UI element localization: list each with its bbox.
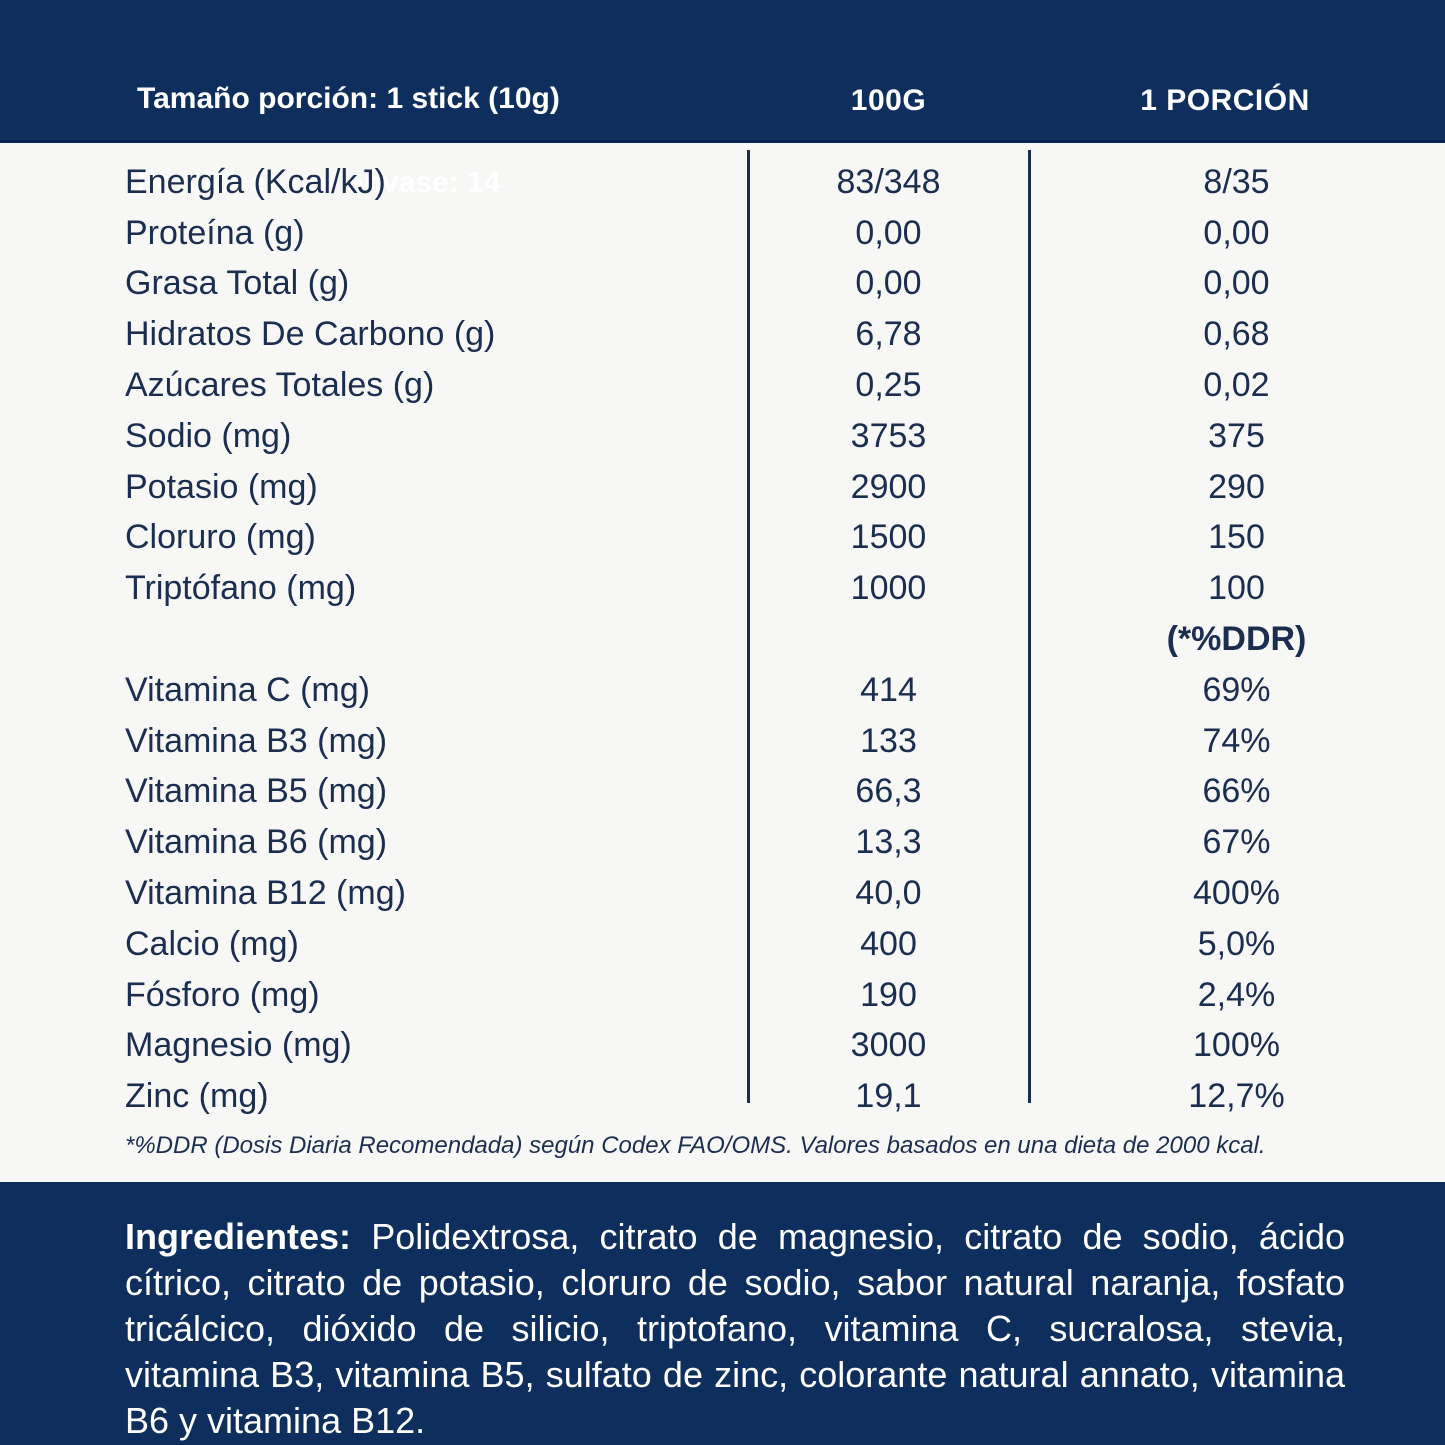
- value-100g: 6,78: [855, 315, 922, 354]
- value-portion: 67%: [1202, 823, 1271, 862]
- column-divider-left: [747, 150, 750, 1103]
- table-row: Zinc (mg) 19,1 12,7%: [0, 1071, 1445, 1122]
- value-100g: 19,1: [855, 1077, 922, 1116]
- value-portion: 0,68: [1203, 315, 1270, 354]
- table-row: Grasa Total (g) 0,00 0,00: [0, 259, 1445, 310]
- value-100g: 414: [860, 670, 917, 709]
- value-100g: 66,3: [855, 772, 922, 811]
- row-label: Proteína (g): [125, 213, 305, 252]
- value-portion: 12,7%: [1188, 1077, 1285, 1116]
- column-header-100g: 100G: [850, 84, 927, 117]
- value-portion: 66%: [1202, 772, 1271, 811]
- table-row: Vitamina B5 (mg) 66,3 66%: [0, 767, 1445, 818]
- row-label: Azúcares Totales (g): [125, 366, 435, 405]
- value-portion: 100%: [1193, 1026, 1280, 1065]
- row-label: Calcio (mg): [125, 924, 299, 963]
- serving-info: Tamaño porción: 1 stick (10g) Porciones …: [137, 36, 560, 246]
- table-row: Vitamina B6 (mg) 13,3 67%: [0, 817, 1445, 868]
- row-label: Potasio (mg): [125, 467, 318, 506]
- row-label: Vitamina B6 (mg): [125, 823, 388, 862]
- table-row: Fósforo (mg) 190 2,4%: [0, 970, 1445, 1021]
- table-row: Triptófano (mg) 1000 100: [0, 563, 1445, 614]
- value-100g: 3753: [850, 416, 927, 455]
- value-portion: 0,00: [1203, 213, 1270, 252]
- value-portion: 2,4%: [1197, 975, 1276, 1014]
- nutrition-table: Energía (Kcal/kJ) 83/348 8/35 Proteína (…: [0, 143, 1445, 1122]
- table-row: Azúcares Totales (g) 0,25 0,02: [0, 360, 1445, 411]
- value-portion: 375: [1208, 416, 1265, 455]
- table-row: (*%DDR): [0, 614, 1445, 665]
- table-row: Cloruro (mg) 1500 150: [0, 513, 1445, 564]
- value-portion: 8/35: [1203, 162, 1270, 201]
- value-100g: 400: [860, 924, 917, 963]
- row-label: Triptófano (mg): [125, 569, 357, 608]
- table-row: Energía (Kcal/kJ) 83/348 8/35: [0, 157, 1445, 208]
- value-100g: 133: [860, 721, 917, 760]
- ingredients-text: Polidextrosa, citrato de magnesio, citra…: [125, 1216, 1345, 1441]
- ddr-footnote: *%DDR (Dosis Diaria Recomendada) según C…: [125, 1132, 1266, 1159]
- servings-per-container-text: Porciones por envase: 14: [137, 166, 501, 199]
- table-row: Potasio (mg) 2900 290: [0, 462, 1445, 513]
- column-header-porcion: 1 PORCIÓN: [1140, 84, 1310, 117]
- value-100g: 3000: [850, 1026, 927, 1065]
- value-100g: 83/348: [836, 162, 941, 201]
- serving-size-text: Tamaño porción: 1 stick (10g): [137, 82, 560, 115]
- value-100g: 0,00: [855, 264, 922, 303]
- value-portion: 100: [1208, 569, 1265, 608]
- row-label: Sodio (mg): [125, 416, 292, 455]
- value-100g: 40,0: [855, 874, 922, 913]
- value-portion: 5,0%: [1197, 924, 1276, 963]
- value-100g: 13,3: [855, 823, 922, 862]
- table-row: Hidratos De Carbono (g) 6,78 0,68: [0, 309, 1445, 360]
- table-row: Vitamina B12 (mg) 40,0 400%: [0, 868, 1445, 919]
- row-label: Energía (Kcal/kJ): [125, 162, 386, 201]
- value-portion: (*%DDR): [1166, 620, 1307, 659]
- table-row: Vitamina C (mg) 414 69%: [0, 665, 1445, 716]
- value-portion: 0,02: [1203, 366, 1270, 405]
- row-label: Cloruro (mg): [125, 518, 316, 557]
- value-portion: 290: [1208, 467, 1265, 506]
- value-100g: 2900: [850, 467, 927, 506]
- table-row: Vitamina B3 (mg) 133 74%: [0, 716, 1445, 767]
- row-label: Magnesio (mg): [125, 1026, 352, 1065]
- value-100g: 1500: [850, 518, 927, 557]
- value-portion: 0,00: [1203, 264, 1270, 303]
- table-row: Calcio (mg) 400 5,0%: [0, 919, 1445, 970]
- row-label: Hidratos De Carbono (g): [125, 315, 496, 354]
- value-portion: 150: [1208, 518, 1265, 557]
- value-100g: 190: [860, 975, 917, 1014]
- ingredients-paragraph: Ingredientes: Polidextrosa, citrato de m…: [125, 1214, 1345, 1444]
- row-label: Vitamina C (mg): [125, 670, 370, 709]
- value-100g: 1000: [850, 569, 927, 608]
- row-label: Vitamina B5 (mg): [125, 772, 388, 811]
- value-portion: 74%: [1202, 721, 1271, 760]
- table-row: Proteína (g) 0,00 0,00: [0, 208, 1445, 259]
- table-row: Magnesio (mg) 3000 100%: [0, 1021, 1445, 1072]
- nutrition-header: Tamaño porción: 1 stick (10g) Porciones …: [0, 0, 1445, 199]
- row-label: Grasa Total (g): [125, 264, 350, 303]
- column-divider-right: [1028, 150, 1031, 1103]
- value-100g: 0,25: [855, 366, 922, 405]
- value-100g: 0,00: [855, 213, 922, 252]
- value-portion: 69%: [1202, 670, 1271, 709]
- row-label: Vitamina B12 (mg): [125, 874, 406, 913]
- ingredients-section: Ingredientes: Polidextrosa, citrato de m…: [0, 1182, 1445, 1445]
- row-label: Zinc (mg): [125, 1077, 269, 1116]
- row-label: Vitamina B3 (mg): [125, 721, 388, 760]
- row-label: Fósforo (mg): [125, 975, 320, 1014]
- value-portion: 400%: [1193, 874, 1280, 913]
- table-row: Sodio (mg) 3753 375: [0, 411, 1445, 462]
- ingredients-label: Ingredientes:: [125, 1216, 352, 1257]
